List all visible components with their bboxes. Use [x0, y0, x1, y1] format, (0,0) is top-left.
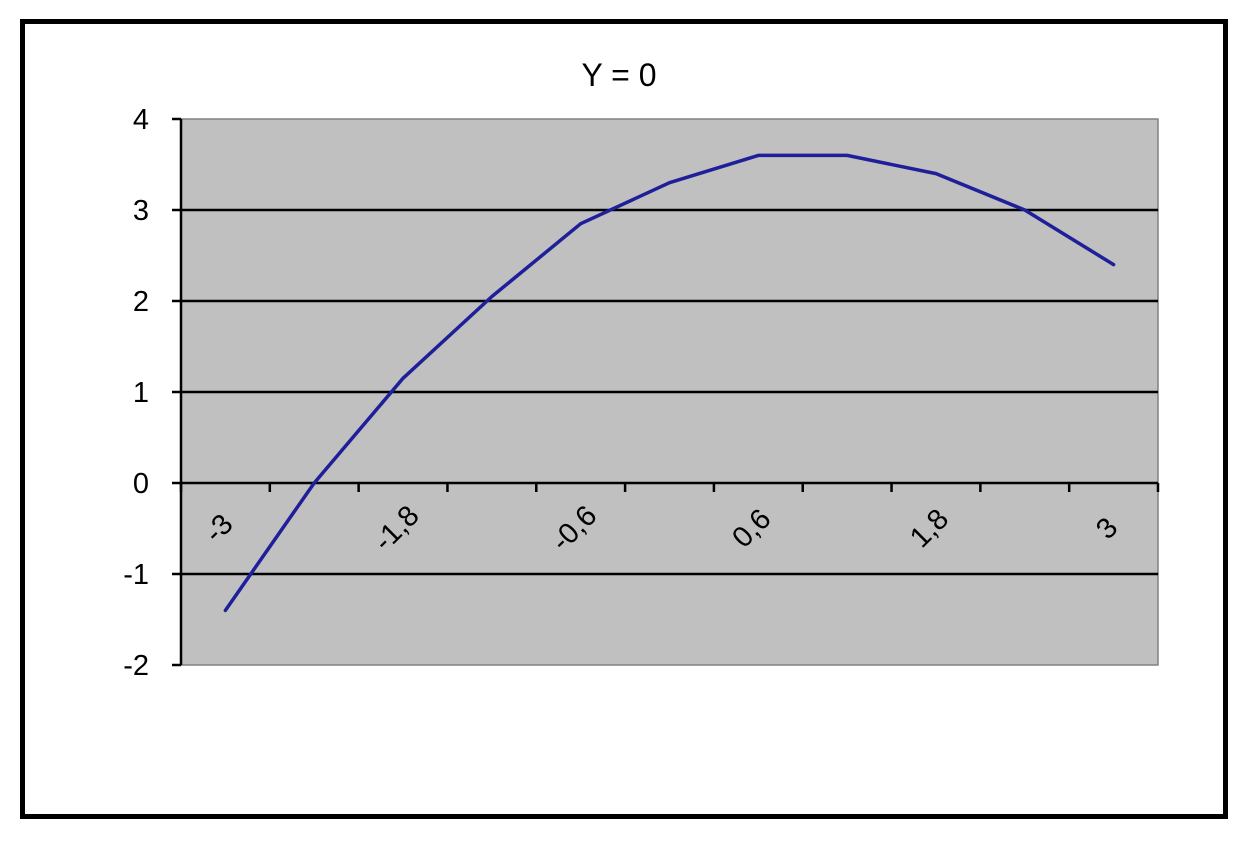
series-group	[223, 153, 1116, 613]
y-tick-label: -2	[123, 650, 149, 682]
y-tick-label: 1	[133, 377, 149, 409]
y-axis-ticks: -2 -1 0 1 2 3 4	[123, 104, 181, 682]
y-tick-label: -1	[123, 559, 149, 591]
gridlines	[181, 208, 1158, 576]
y-tick-label: 2	[133, 286, 149, 318]
y-tick-label: 0	[133, 468, 149, 500]
y-tick-label: 4	[133, 104, 149, 136]
chart-title: Y = 0	[581, 57, 656, 93]
y-tick-label: 3	[133, 195, 149, 227]
